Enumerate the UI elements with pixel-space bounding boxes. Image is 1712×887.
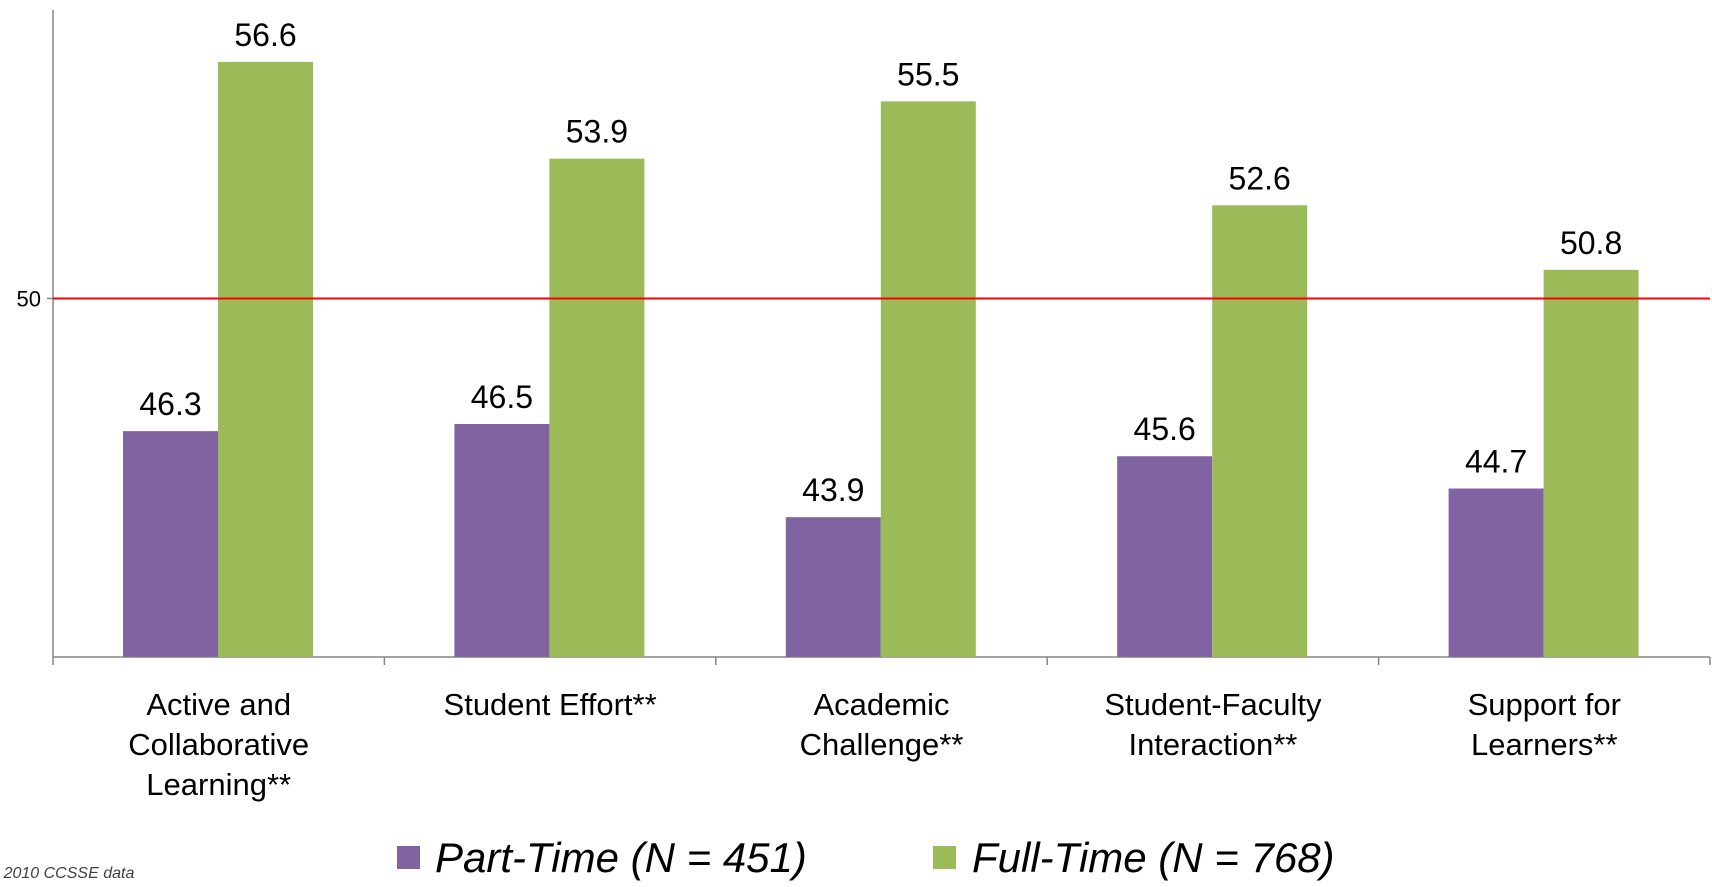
category-label: Student Effort** xyxy=(444,687,657,722)
bar-labels: 46.3 56.6 46.5 53.9 43.9 55.5 45.6 52.6 44.7 50.8 xyxy=(139,17,1622,508)
category-label: Academic Challenge** xyxy=(800,687,964,762)
part-time-bar xyxy=(1448,488,1544,657)
part-time-bar xyxy=(1117,456,1213,657)
category-label: Student-Faculty Interaction** xyxy=(1104,687,1322,762)
y-tick-label: 50 xyxy=(17,287,41,312)
bar-value-label: 56.6 xyxy=(234,17,296,53)
full-time-bar xyxy=(880,101,976,657)
full-time-bar xyxy=(1212,205,1308,658)
full-time-bar xyxy=(218,61,313,657)
legend-swatch-part-time xyxy=(397,846,420,869)
bar-value-label: 45.6 xyxy=(1134,411,1196,447)
legend: Part-Time (N = 451) Full-Time (N = 768) xyxy=(397,834,1335,881)
bar-value-label: 46.3 xyxy=(139,386,201,422)
category-label: Active and Collaborative Learning** xyxy=(128,687,309,802)
category-labels: Active and Collaborative Learning** Student… xyxy=(128,687,1621,802)
legend-swatch-full-time xyxy=(933,846,956,869)
bar-value-label: 53.9 xyxy=(566,114,628,150)
legend-label-part-time: Part-Time (N = 451) xyxy=(435,834,807,881)
bars xyxy=(123,61,1639,658)
category-label: Support for Learners** xyxy=(1468,687,1621,762)
part-time-bar xyxy=(454,423,550,657)
part-time-bar xyxy=(123,431,218,657)
bar-value-label: 55.5 xyxy=(897,56,959,92)
bar-value-label: 50.8 xyxy=(1560,225,1622,261)
bar-value-label: 52.6 xyxy=(1229,160,1291,196)
bar-value-label: 44.7 xyxy=(1465,444,1527,480)
legend-label-full-time: Full-Time (N = 768) xyxy=(972,834,1335,881)
bar-value-label: 46.5 xyxy=(471,379,533,415)
source-note: Source: 2010 CCSSE data xyxy=(0,865,134,882)
bar-value-label: 43.9 xyxy=(802,472,864,508)
part-time-bar xyxy=(785,517,881,657)
full-time-bar xyxy=(1543,269,1639,657)
full-time-bar xyxy=(549,158,645,657)
